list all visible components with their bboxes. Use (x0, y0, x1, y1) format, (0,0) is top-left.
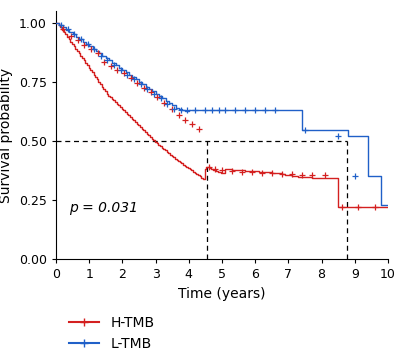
Legend: H-TMB, L-TMB: H-TMB, L-TMB (63, 311, 160, 357)
X-axis label: Time (years): Time (years) (178, 287, 266, 301)
Text: p = 0.031: p = 0.031 (69, 201, 138, 215)
Y-axis label: Survival probability: Survival probability (0, 67, 14, 203)
